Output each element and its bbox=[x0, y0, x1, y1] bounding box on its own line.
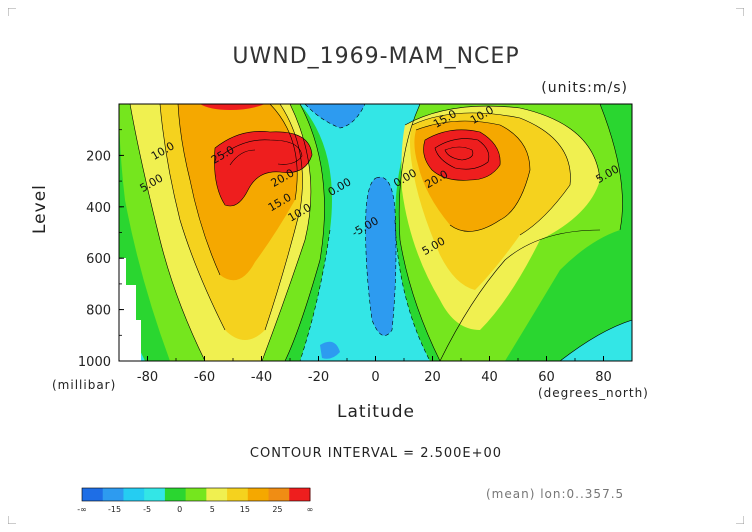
x-tick-label: -80 bbox=[137, 370, 158, 385]
colorbar-tick-label: 15 bbox=[240, 505, 250, 514]
y-tick-label: 200 bbox=[86, 149, 111, 164]
y-tick-label: 400 bbox=[86, 201, 111, 216]
x-tick-label: -60 bbox=[194, 370, 215, 385]
colorbar-swatch bbox=[289, 488, 311, 501]
units-label: (units:m/s) bbox=[541, 80, 628, 96]
top-red-strip bbox=[200, 104, 265, 110]
band-cyan bbox=[300, 104, 430, 361]
x-tick-label: -20 bbox=[308, 370, 329, 385]
colorbar-swatch bbox=[206, 488, 228, 501]
colorbar-swatch bbox=[102, 488, 124, 501]
colorbar-frame bbox=[81, 487, 311, 502]
x-tick-label: 80 bbox=[595, 370, 612, 385]
colorbar-tick-label: 25 bbox=[272, 505, 282, 514]
colorbar-swatch bbox=[82, 488, 104, 501]
colorbar-tick-label: 0 bbox=[177, 505, 182, 514]
y-tick-label: 800 bbox=[86, 304, 111, 319]
colorbar-swatch bbox=[247, 488, 270, 501]
x-tick-label: 0 bbox=[371, 370, 379, 385]
x-tick-label: 40 bbox=[481, 370, 498, 385]
band-blue-center bbox=[365, 177, 396, 336]
x-axis-units: (degrees_north) bbox=[538, 386, 649, 400]
y-tick-label: 1000 bbox=[78, 355, 111, 370]
x-axis: -80 -60 -40 -20 0 20 40 60 80 bbox=[118, 356, 633, 385]
x-tick-label: 60 bbox=[538, 370, 555, 385]
negative-contours bbox=[299, 104, 431, 361]
colorbar-tick-label: ∞ bbox=[307, 505, 314, 514]
colorbar: -∞ -15 -5 0 5 15 25 ∞ bbox=[77, 487, 314, 514]
colorbar-swatch bbox=[268, 488, 290, 501]
filled-contours bbox=[119, 104, 632, 361]
colorbar-swatch bbox=[227, 488, 249, 501]
y-axis-units: (millibar) bbox=[52, 378, 117, 392]
colorbar-swatch bbox=[144, 488, 166, 501]
colorbar-swatch bbox=[164, 488, 187, 501]
colorbar-tick-label: -∞ bbox=[77, 505, 87, 514]
band-blue-top bbox=[305, 104, 365, 128]
colorbar-swatch bbox=[185, 488, 207, 501]
chart-title: UWND_1969-MAM_NCEP bbox=[232, 44, 520, 69]
band-cyan-right bbox=[560, 320, 632, 361]
x-tick-label: 20 bbox=[424, 370, 441, 385]
band-blue-bottom bbox=[320, 341, 340, 359]
contour-interval-text: CONTOUR INTERVAL = 2.500E+00 bbox=[249, 446, 503, 461]
colorbar-tick-label: -15 bbox=[108, 505, 121, 514]
colorbar-tick-label: -5 bbox=[143, 505, 151, 514]
x-tick-label: -40 bbox=[251, 370, 272, 385]
south-jet-25 bbox=[214, 131, 312, 206]
contour-lines bbox=[129, 104, 632, 361]
missing-data-region bbox=[119, 258, 141, 361]
footer-mean-text: (mean) lon:0..357.5 bbox=[486, 487, 625, 501]
y-tick-label: 600 bbox=[86, 252, 111, 267]
y-axis: 200 400 600 800 1000 bbox=[78, 129, 124, 370]
colorbar-tick-label: 5 bbox=[210, 505, 215, 514]
x-axis-label: Latitude bbox=[337, 402, 415, 422]
colorbar-swatch bbox=[123, 488, 145, 501]
